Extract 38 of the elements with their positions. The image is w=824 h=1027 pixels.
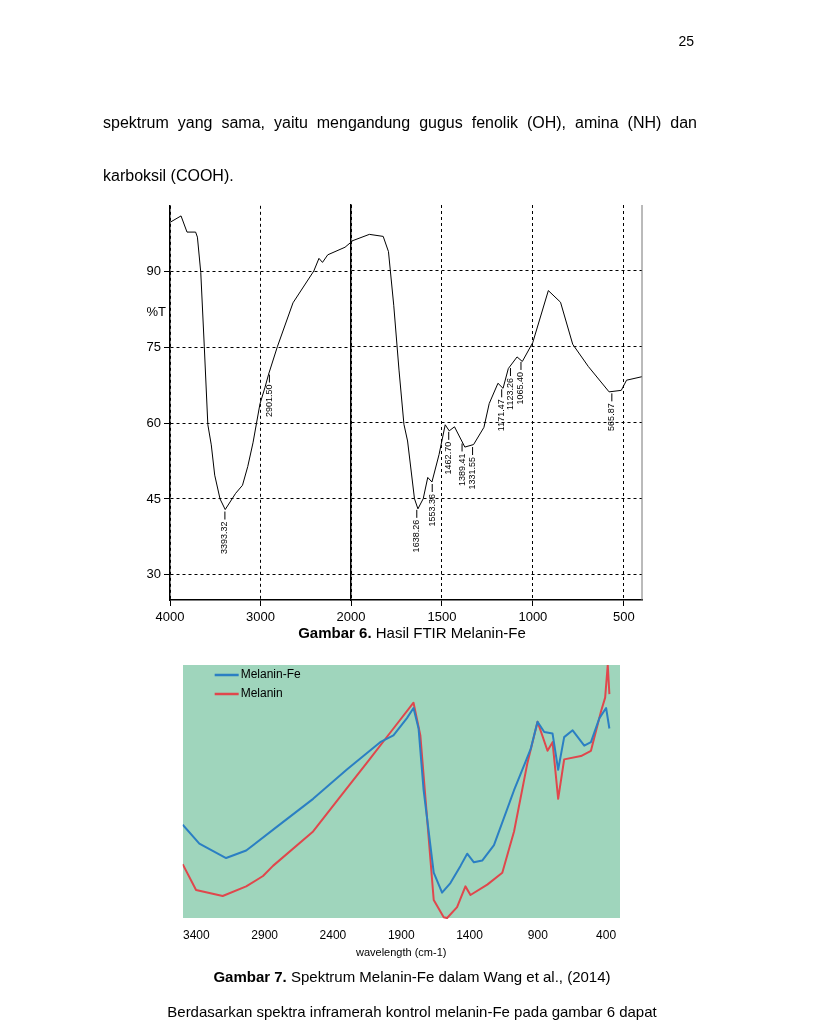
x-tick-label: 2900 xyxy=(251,927,279,942)
x-tick-label: 1900 xyxy=(387,927,415,942)
x-tick-label: 3400 xyxy=(182,927,211,942)
legend-label: Melanin xyxy=(240,686,283,701)
annotation: 3393.32 xyxy=(219,521,230,555)
text: spektrum yang sama, yaitu mengandung gugus fenolik (OH), amina (NH) dan karboksil (COOH). xyxy=(103,114,697,184)
x-axis-title: wavelength (cm-1) xyxy=(354,946,447,959)
text: Berdasarkan spektra inframerah kontrol melanin-Fe pada gambar 6 dapat xyxy=(166,1003,658,1020)
text: Gambar 7. Spektrum Melanin-Fe dalam Wang et al., (2014) xyxy=(212,968,612,985)
x-tick-label: 2400 xyxy=(319,927,347,942)
y-axis-title: %T xyxy=(146,303,167,319)
annotation: 1462.70 xyxy=(443,441,454,475)
x-tick-label: 400 xyxy=(596,927,617,942)
annotation: 1389.41 xyxy=(456,453,467,487)
x-tick-label: 4000 xyxy=(155,609,185,625)
annotation: 1171.47 xyxy=(496,399,507,432)
x-tick-label: 1500 xyxy=(427,609,457,625)
annotation: 1331.55 xyxy=(467,457,478,490)
x-tick-label: 3000 xyxy=(246,609,275,625)
annotation: 565.87 xyxy=(606,403,617,431)
text: 25 xyxy=(678,33,694,49)
annotation: 1065.40 xyxy=(515,371,526,405)
y-tick-label: 45 xyxy=(146,490,161,506)
annotation: 1638.26 xyxy=(411,519,422,553)
x-tick-label: 1000 xyxy=(518,609,548,625)
annotation: 1553.36 xyxy=(426,494,437,527)
legend-label: Melanin-Fe xyxy=(240,667,302,682)
x-tick-label: 500 xyxy=(612,609,635,625)
y-tick-label: 30 xyxy=(146,566,161,582)
y-tick-label: 60 xyxy=(146,414,161,430)
x-tick-label: 1400 xyxy=(456,927,484,942)
x-tick-label: 900 xyxy=(527,927,549,942)
x-tick-label: 2000 xyxy=(336,609,366,625)
annotation: 2901.50 xyxy=(263,384,274,418)
text: Gambar 6. Hasil FTIR Melanin-Fe xyxy=(297,624,527,641)
y-tick-label: 90 xyxy=(146,263,161,279)
annotation: 1123.26 xyxy=(504,378,515,410)
y-tick-label: 75 xyxy=(146,338,161,354)
